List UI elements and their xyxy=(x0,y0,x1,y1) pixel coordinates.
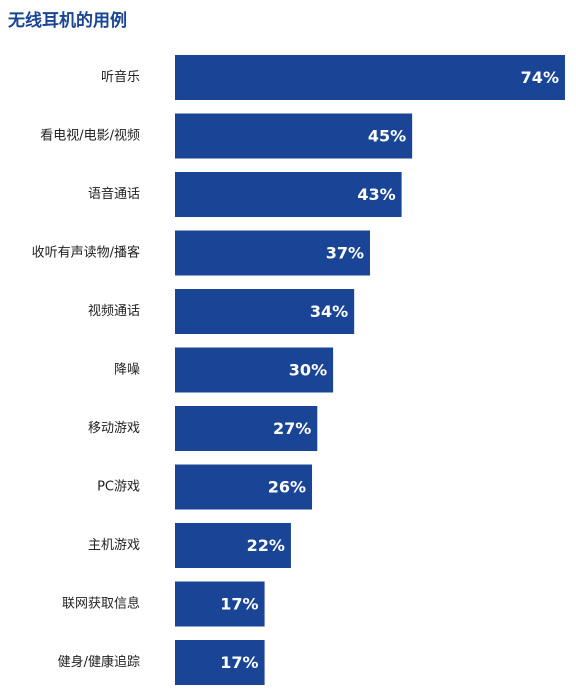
category-label: 听音乐 xyxy=(101,69,140,85)
chart-title: 无线耳机的用例 xyxy=(8,11,127,31)
value-label: 74% xyxy=(521,68,559,87)
value-label: 17% xyxy=(220,653,258,672)
category-label: 主机游戏 xyxy=(88,538,140,553)
bar xyxy=(175,55,565,100)
value-label: 22% xyxy=(247,536,285,555)
bar xyxy=(175,230,370,276)
category-label: 降噪 xyxy=(114,363,140,378)
value-label: 34% xyxy=(310,302,348,321)
category-label: 移动游戏 xyxy=(88,421,140,436)
value-label: 30% xyxy=(289,361,327,380)
value-label: 26% xyxy=(268,478,306,497)
category-label: 收听有声读物/播客 xyxy=(32,245,140,261)
bar xyxy=(175,347,334,393)
category-label: 联网获取信息 xyxy=(62,596,140,612)
category-label: 视频通话 xyxy=(88,304,140,319)
bar xyxy=(175,640,265,685)
bar xyxy=(175,406,318,451)
value-label: 27% xyxy=(273,419,311,438)
value-label: 37% xyxy=(326,244,364,263)
value-label: 45% xyxy=(368,127,406,146)
category-label: 语音通话 xyxy=(88,186,140,202)
category-label: 健身/健康追踪 xyxy=(58,654,140,670)
bar xyxy=(175,523,291,568)
bar xyxy=(175,581,265,627)
category-label: 看电视/电影/视频 xyxy=(40,128,140,144)
bar xyxy=(175,289,355,334)
bar xyxy=(175,113,413,159)
category-label: PC游戏 xyxy=(97,480,140,495)
value-label: 17% xyxy=(220,595,258,614)
bar xyxy=(175,464,313,510)
value-label: 43% xyxy=(357,185,395,204)
bar xyxy=(175,172,402,217)
